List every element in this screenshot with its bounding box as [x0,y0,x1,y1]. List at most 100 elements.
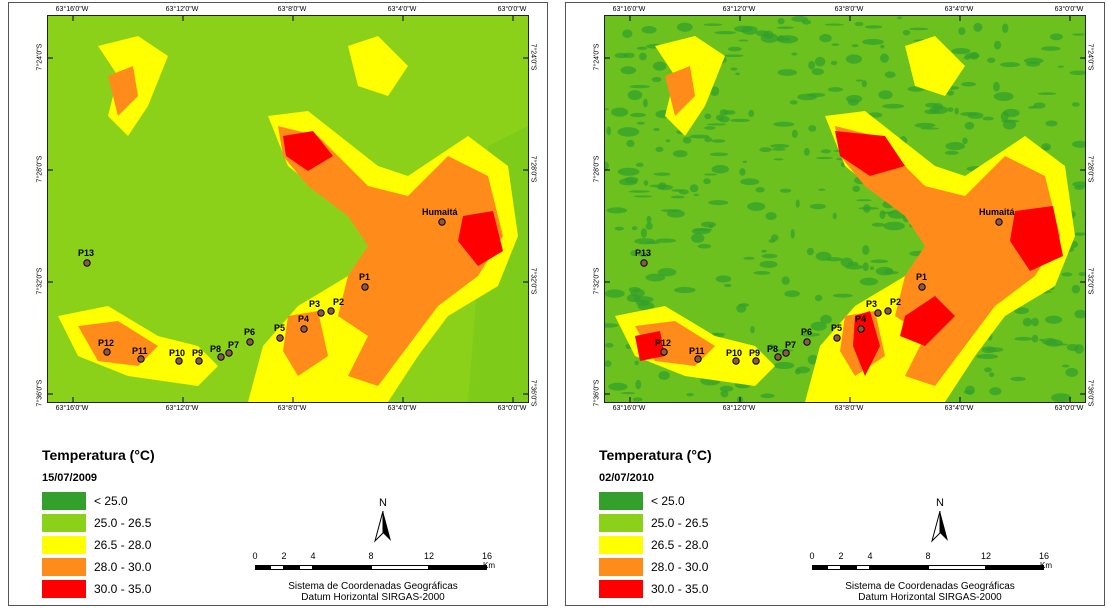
latitude-label: 7°32'0"S [529,267,537,295]
cool-patch [671,189,684,192]
cool-patch [619,178,638,186]
scale-label: 16 [481,551,493,561]
cool-patch [773,361,795,370]
latitude-label: 7°36'0"S [36,379,44,407]
cool-patch [676,22,693,32]
site-marker [640,259,648,267]
cool-patch [1069,70,1085,76]
cool-patch [770,144,790,148]
map-panel-2010: Humaitá P1 P2 P3 P4 P5 P6 P7 P8 P9 P10 P11 P12 P13 Te… [565,2,1105,606]
cool-patch [880,211,895,215]
site-marker [175,357,183,365]
cool-patch [852,185,861,192]
cool-patch [976,354,998,360]
cool-patch [827,87,844,92]
cool-patch [880,53,889,63]
warm-area [348,36,408,96]
cool-patch [832,212,837,220]
cool-patch [806,247,814,256]
cool-patch [920,127,940,130]
cool-patch [646,215,652,224]
coordinate-system-note: Sistema de Coordenadas Geográficas Datum … [780,581,1080,603]
cool-patch [652,61,667,71]
cool-patch [947,107,954,112]
scale-segment [313,565,371,570]
cool-patch [818,188,826,191]
cool-patch [657,268,677,277]
site-label: P6 [244,327,255,337]
cool-patch [1023,57,1044,64]
cool-patch [883,221,905,231]
cool-patch [882,103,905,109]
north-label: N [936,497,944,509]
site-label: Humaitá [979,207,1016,217]
cool-patch [809,203,826,210]
cool-patch [1000,62,1020,68]
site-marker [782,349,790,357]
cool-patch [1010,376,1026,382]
cool-patch [715,114,724,121]
cool-patch [692,227,713,232]
cool-patch [964,121,975,130]
cool-patch [776,37,791,42]
coordinate-system-note: Sistema de Coordenadas Geográficas Datum … [223,581,523,603]
cool-patch [807,354,819,365]
cool-patch [704,126,716,130]
cool-patch [791,129,798,139]
cool-patch [801,19,812,25]
cool-patch [993,81,1000,92]
cool-patch [862,262,869,272]
site-label: P8 [210,344,221,354]
cool-patch [740,178,760,186]
scale-segment [928,565,986,570]
legend-swatch [599,580,643,598]
longitude-label: 63°4'0"W [944,405,974,412]
cool-patch [1073,232,1085,236]
longitude-label: 63°0'0"W [1054,6,1084,13]
legend-label: 30.0 - 35.0 [94,582,152,596]
latitude-label: 7°36'0"S [529,379,537,407]
hot-area [78,321,158,366]
scale-label: 0 [252,551,258,561]
longitude-label: 63°12'0"W [722,6,756,13]
north-arrow-icon: N [930,497,950,543]
latitude-label: 7°24'0"S [1086,43,1094,71]
cool-patch [627,90,643,101]
legend-label: 26.5 - 28.0 [94,538,152,552]
cool-patch [697,243,712,249]
cool-patch [643,98,648,108]
site-label: P9 [192,348,203,358]
north-arrow-icon: N [373,497,393,543]
legend-date: 15/07/2009 [42,472,98,484]
cool-patch [862,245,870,255]
legend-label: 30.0 - 35.0 [651,582,709,596]
cool-patch [614,226,624,231]
cool-patch [651,76,662,83]
cool-patch [703,178,711,185]
longitude-label: 63°8'0"W [277,405,307,412]
cool-patch [870,259,889,264]
cool-patch [777,69,798,76]
datum-line: Datum Horizontal SIRGAS-2000 [858,592,1002,603]
cool-patch [768,239,776,243]
cool-patch [993,91,1014,102]
temperature-map: Humaitá P1 P2 P3 P4 P5 P6 P7 P8 P9 P10 P11 P12 P13 [604,15,1086,403]
scale-segment [255,565,270,570]
longitude-label: 63°12'0"W [722,405,756,412]
cool-patch [674,286,696,294]
legend-label: 28.0 - 30.0 [651,560,709,574]
site-marker [918,283,926,291]
cool-patch [639,52,647,61]
cool-patch [791,52,798,56]
cool-patch [748,109,755,118]
cool-patch [611,107,629,117]
cool-patch [1044,339,1063,347]
hot-area [665,66,695,116]
site-label: P8 [767,344,778,354]
longitude-label: 63°4'0"W [387,6,417,13]
cool-patch [1002,23,1009,33]
site-label: P1 [916,272,927,282]
cool-patch [963,389,974,394]
cool-patch [862,38,884,45]
cool-patch [924,109,940,115]
